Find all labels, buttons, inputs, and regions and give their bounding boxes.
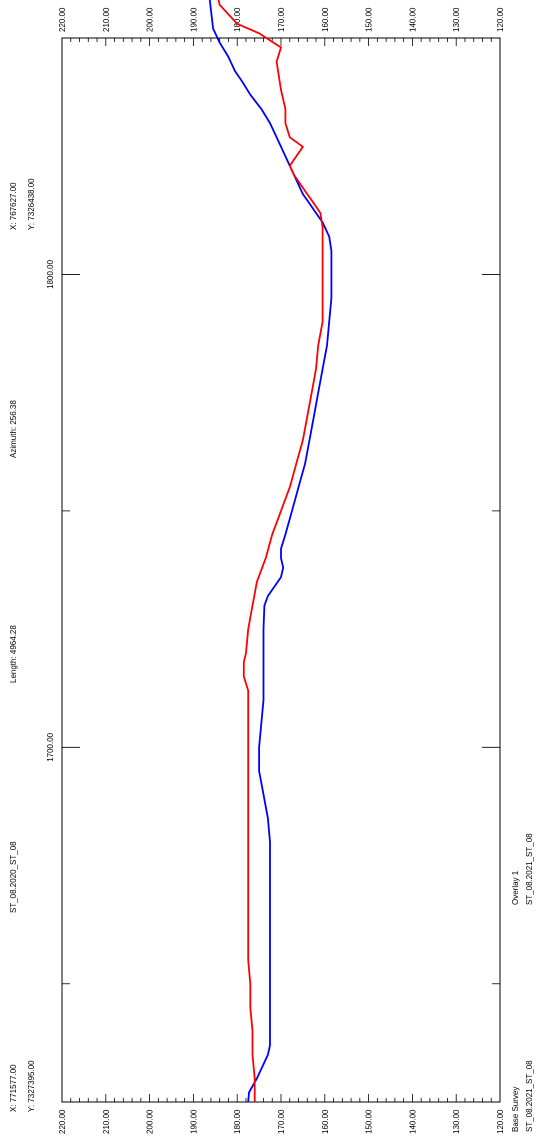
- elevation-tick-label-top: 200.00: [146, 7, 155, 32]
- legend-base-label: Base Survey: [511, 1087, 520, 1132]
- azimuth-label: Azimuth: 256.38: [9, 400, 18, 458]
- elevation-tick-label-top: 180.00: [233, 7, 242, 32]
- elevation-tick-label-bottom: 190.00: [189, 1109, 198, 1134]
- series-line-base-survey: [208, 0, 333, 1103]
- series-line-overlay-1: [217, 0, 324, 1102]
- elevation-tick-label-bottom: 210.00: [102, 1109, 111, 1134]
- elevation-tick-label-top: 150.00: [365, 7, 374, 32]
- elevation-tick-label-top: 140.00: [408, 7, 417, 32]
- section-name-label: ST_08.2020_ST_08: [9, 841, 18, 913]
- elevation-tick-label-bottom: 180.00: [233, 1109, 242, 1134]
- elevation-tick-labels: 220.00 220.00 210.00 210.00 200.00 200.00 190.…: [58, 7, 505, 1134]
- elevation-tick-label-bottom: 140.00: [408, 1109, 417, 1134]
- start-y-label: Y: 7327395.00: [27, 1060, 36, 1112]
- elevation-tick-label-bottom: 150.00: [365, 1109, 374, 1134]
- elevation-tick-label-bottom: 130.00: [452, 1109, 461, 1134]
- end-x-label: X: 767627.00: [9, 182, 18, 230]
- elevation-tick-label-top: 120.00: [496, 7, 505, 32]
- elevation-tick-label-bottom: 170.00: [277, 1109, 286, 1134]
- start-x-label: X: 771577.00: [9, 1064, 18, 1112]
- series-layer: [208, 0, 333, 1103]
- elevation-tick-label-bottom: 200.00: [146, 1109, 155, 1134]
- chainage-tick-label: 1800.00: [46, 259, 55, 288]
- elevation-tick-label-top: 190.00: [189, 7, 198, 32]
- legend-overlay-label: Overlay 1: [511, 870, 520, 905]
- chainage-tick-label: 1700.00: [46, 732, 55, 761]
- legend-base-sub: ST_08.2021_ST_08: [525, 1060, 534, 1132]
- legend-overlay-sub: ST_08.2021_ST_08: [525, 833, 534, 905]
- elevation-tick-label-top: 210.00: [102, 7, 111, 32]
- elevation-tick-label-bottom: 120.00: [496, 1109, 505, 1134]
- elevation-tick-label-top: 170.00: [277, 7, 286, 32]
- end-y-label: Y: 7326438.00: [27, 178, 36, 230]
- elevation-tick-label-top: 220.00: [58, 7, 67, 32]
- axis-ticks: [61, 37, 501, 1102]
- elevation-tick-label-bottom: 220.00: [58, 1109, 67, 1134]
- chainage-tick-labels: 1700.00 1800.00: [46, 259, 55, 761]
- length-label: Length: 4964.28: [9, 625, 18, 683]
- elevation-tick-label-top: 130.00: [452, 7, 461, 32]
- plot-frame: [61, 37, 501, 1103]
- elevation-tick-label-bottom: 160.00: [321, 1109, 330, 1134]
- elevation-tick-label-top: 160.00: [321, 7, 330, 32]
